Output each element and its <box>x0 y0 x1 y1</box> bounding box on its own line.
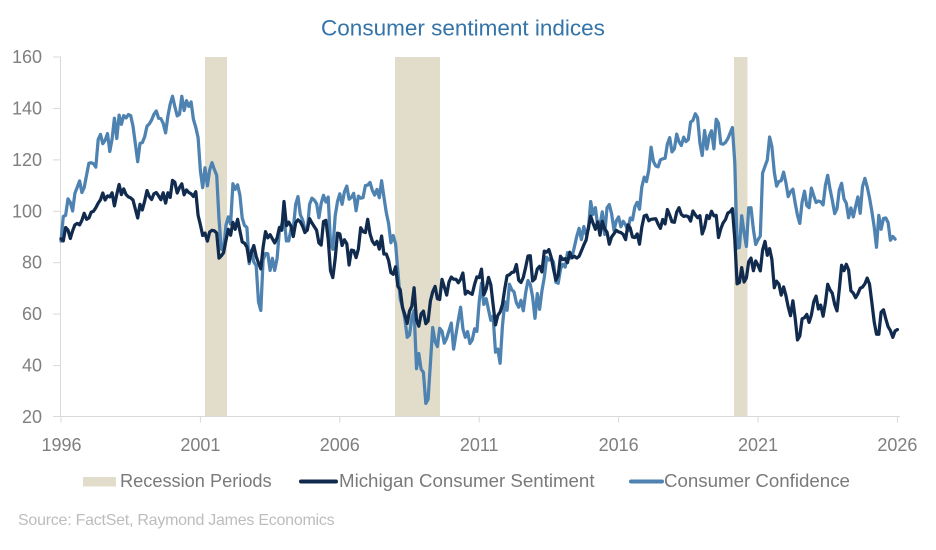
svg-text:2021: 2021 <box>738 435 778 455</box>
svg-text:Source: FactSet, Raymond James: Source: FactSet, Raymond James Economics <box>18 512 335 529</box>
svg-text:2011: 2011 <box>460 435 499 455</box>
svg-text:40: 40 <box>22 356 42 376</box>
svg-text:2026: 2026 <box>877 435 917 455</box>
svg-text:100: 100 <box>12 201 42 221</box>
svg-text:Consumer Confidence: Consumer Confidence <box>664 470 850 491</box>
svg-text:2006: 2006 <box>320 435 360 455</box>
svg-text:80: 80 <box>22 253 42 273</box>
svg-text:160: 160 <box>12 47 42 67</box>
svg-text:Michigan Consumer Sentiment: Michigan Consumer Sentiment <box>339 470 595 491</box>
svg-text:Consumer sentiment indices: Consumer sentiment indices <box>321 16 605 41</box>
svg-text:140: 140 <box>12 98 42 118</box>
svg-text:1996: 1996 <box>41 435 81 455</box>
svg-text:2016: 2016 <box>599 435 639 455</box>
svg-text:2001: 2001 <box>180 435 220 455</box>
svg-text:120: 120 <box>12 150 42 170</box>
svg-text:20: 20 <box>22 407 42 427</box>
svg-text:60: 60 <box>22 304 42 324</box>
svg-text:Recession Periods: Recession Periods <box>120 471 272 491</box>
